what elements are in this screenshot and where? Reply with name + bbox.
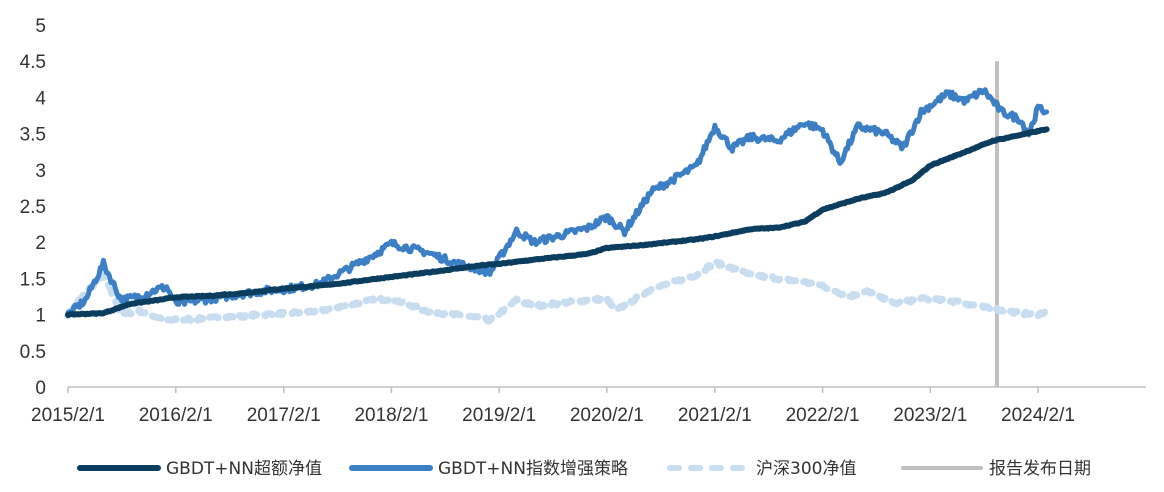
x-tick-label: 2016/2/1: [139, 405, 213, 426]
x-tick-label: 2019/2/1: [462, 405, 536, 426]
x-tick-label: 2024/2/1: [1001, 405, 1075, 426]
y-tick-label: 2: [35, 233, 46, 254]
series-lines: [64, 87, 1051, 325]
x-tick-label: 2017/2/1: [247, 405, 321, 426]
y-tick-label: 5: [35, 16, 46, 37]
x-tick-label: 2020/2/1: [570, 405, 644, 426]
series-line-0: [65, 126, 1050, 318]
y-tick-label: 2.5: [20, 197, 46, 218]
x-tick-label: 2023/2/1: [893, 405, 967, 426]
x-tick-label: 2015/2/1: [31, 405, 105, 426]
legend-label-1: GBDT+NN指数增强策略: [438, 459, 628, 479]
x-tick-label: 2022/2/1: [786, 405, 860, 426]
y-tick-label: 0.5: [20, 342, 46, 363]
y-tick-label: 0: [35, 378, 46, 399]
x-tick-label: 2021/2/1: [678, 405, 752, 426]
y-tick-label: 4: [35, 88, 46, 109]
y-tick-label: 1.5: [20, 269, 46, 290]
x-tick-label: 2018/2/1: [354, 405, 428, 426]
y-tick-label: 3: [35, 161, 46, 182]
y-tick-label: 3.5: [20, 125, 46, 146]
legend-label-0: GBDT+NN超额净值: [166, 459, 322, 479]
series-line-2: [64, 258, 1051, 325]
series-line-1: [65, 87, 1050, 316]
legend-label-3: 报告发布日期: [989, 459, 1091, 479]
y-tick-label: 1: [35, 306, 46, 327]
legend-label-2: 沪深300净值: [756, 459, 856, 479]
y-axis-ticks: 0 0.5 1 1.5 2 2.5 3 3.5 4 4.5 5: [20, 16, 47, 399]
y-tick-label: 4.5: [20, 52, 46, 73]
legend: GBDT+NN超额净值 GBDT+NN指数增强策略 沪深300净值 报告发布日期: [77, 459, 1091, 479]
x-axis: 2015/2/1 2016/2/1 2017/2/1 2018/2/1 2019/2/1…: [31, 386, 1146, 426]
